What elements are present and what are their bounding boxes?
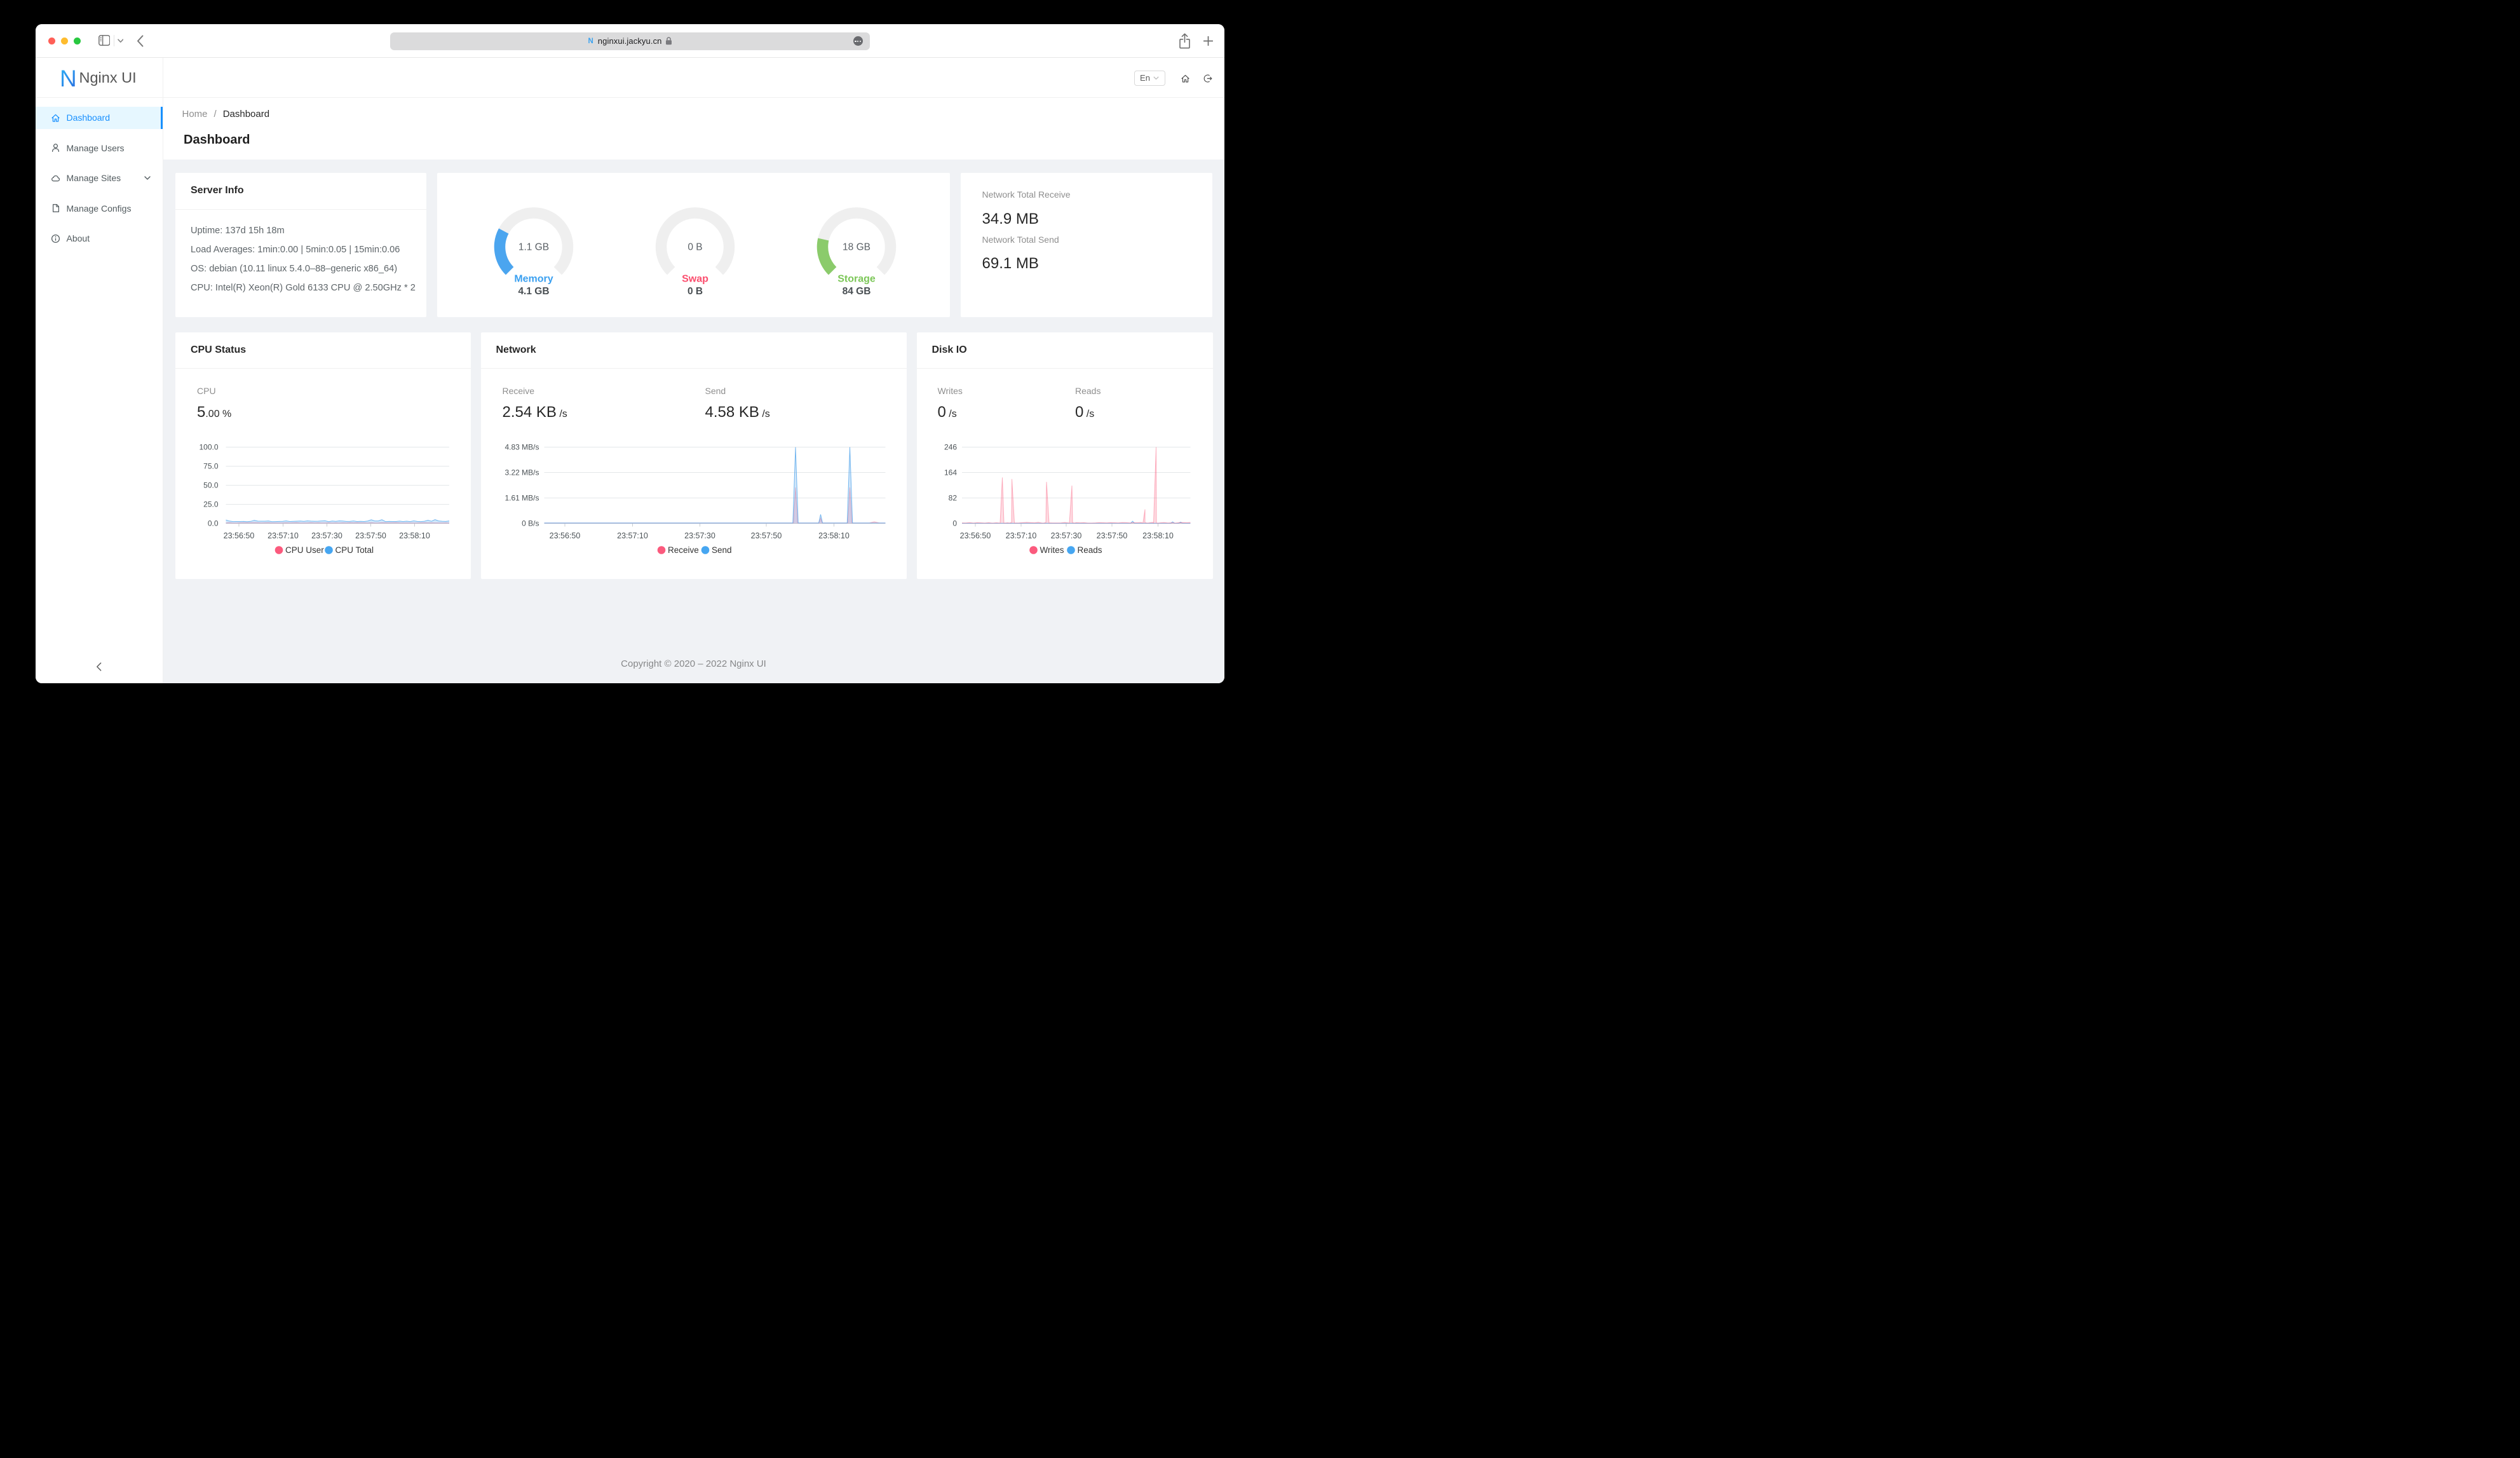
svg-text:23:58:10: 23:58:10 xyxy=(399,531,430,540)
svg-text:Reads: Reads xyxy=(1077,545,1102,555)
svg-text:0 B/s: 0 B/s xyxy=(522,519,539,528)
svg-text:23:57:10: 23:57:10 xyxy=(1005,531,1036,540)
svg-text:164: 164 xyxy=(944,468,956,477)
svg-text:23:57:30: 23:57:30 xyxy=(311,531,342,540)
svg-text:Storage: Storage xyxy=(837,274,876,285)
svg-text:23:57:50: 23:57:50 xyxy=(1096,531,1127,540)
svg-text:23:57:50: 23:57:50 xyxy=(355,531,386,540)
svg-text:Receive: Receive xyxy=(668,545,699,555)
svg-text:Send: Send xyxy=(712,545,732,555)
svg-text:Writes: Writes xyxy=(1040,545,1064,555)
svg-text:23:57:30: 23:57:30 xyxy=(1050,531,1081,540)
svg-text:CPU User: CPU User xyxy=(285,545,324,555)
svg-text:23:58:10: 23:58:10 xyxy=(818,531,850,540)
svg-text:50.0: 50.0 xyxy=(203,480,219,489)
svg-text:23:56:50: 23:56:50 xyxy=(224,531,255,540)
svg-text:84 GB: 84 GB xyxy=(843,286,871,297)
svg-text:0.0: 0.0 xyxy=(208,519,219,528)
svg-text:23:57:50: 23:57:50 xyxy=(750,531,782,540)
svg-text:0 B: 0 B xyxy=(688,286,703,297)
svg-text:0: 0 xyxy=(952,519,957,528)
svg-text:4.83 MB/s: 4.83 MB/s xyxy=(505,442,539,451)
svg-text:23:57:10: 23:57:10 xyxy=(268,531,299,540)
svg-text:23:56:50: 23:56:50 xyxy=(549,531,580,540)
svg-text:100.0: 100.0 xyxy=(199,442,218,451)
svg-text:25.0: 25.0 xyxy=(203,500,219,508)
svg-text:18 GB: 18 GB xyxy=(843,242,870,253)
svg-text:CPU Total: CPU Total xyxy=(335,545,374,555)
svg-text:Swap: Swap xyxy=(682,274,708,285)
svg-text:246: 246 xyxy=(944,442,956,451)
svg-text:75.0: 75.0 xyxy=(203,461,219,470)
svg-text:0 B: 0 B xyxy=(688,242,702,253)
svg-text:23:57:30: 23:57:30 xyxy=(684,531,715,540)
svg-text:4.1 GB: 4.1 GB xyxy=(518,286,549,297)
svg-text:Memory: Memory xyxy=(514,274,553,285)
svg-text:1.61 MB/s: 1.61 MB/s xyxy=(505,493,539,502)
svg-text:82: 82 xyxy=(948,493,957,502)
svg-text:3.22 MB/s: 3.22 MB/s xyxy=(505,468,539,477)
svg-text:23:58:10: 23:58:10 xyxy=(1142,531,1174,540)
svg-text:1.1 GB: 1.1 GB xyxy=(518,242,549,253)
svg-text:23:57:10: 23:57:10 xyxy=(617,531,648,540)
svg-text:23:56:50: 23:56:50 xyxy=(959,531,991,540)
